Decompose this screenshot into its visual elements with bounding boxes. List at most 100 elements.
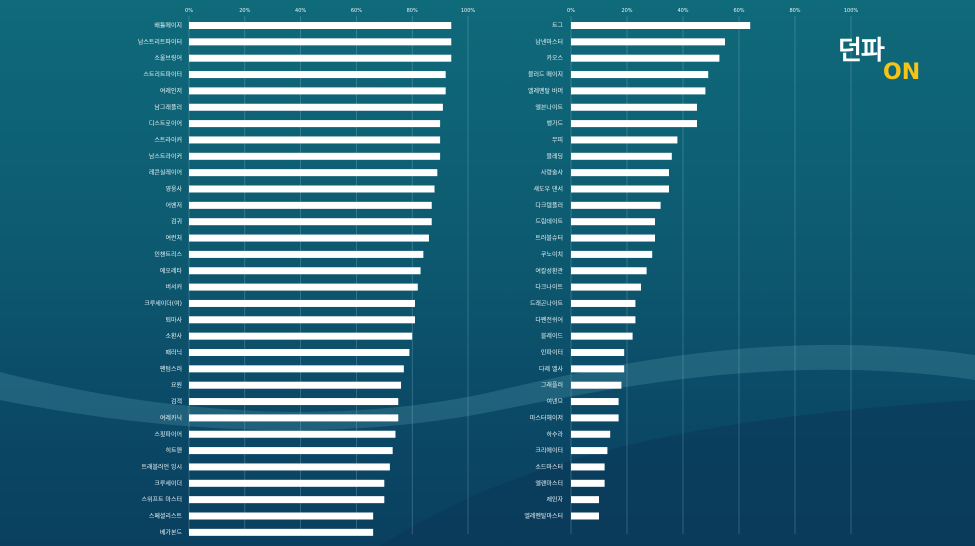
tick-label: 20%	[621, 8, 632, 14]
category-label: 남그래플러	[154, 103, 182, 111]
category-label: 쿠노이치	[541, 250, 563, 258]
bar	[189, 136, 441, 144]
bar	[189, 365, 404, 373]
category-label: 남스트라이커	[149, 152, 182, 160]
bar	[571, 87, 706, 95]
category-label: 베가본드	[160, 528, 183, 536]
bar	[189, 463, 390, 471]
category-label: 팬텀스러	[160, 365, 182, 373]
bar	[189, 185, 435, 193]
bar	[571, 22, 751, 29]
bar	[571, 201, 661, 209]
category-label: 카오스	[546, 54, 563, 62]
tick-label: 0%	[185, 8, 193, 14]
category-label: 어벤저	[165, 201, 182, 209]
bar	[571, 71, 709, 79]
bar	[571, 185, 669, 193]
bar	[571, 512, 599, 520]
bar	[571, 234, 655, 242]
category-label: 에오레타	[160, 267, 183, 275]
tick-label: 0%	[567, 8, 575, 14]
category-label: 배틀메이지	[154, 22, 182, 30]
bar	[189, 71, 446, 79]
bar	[189, 512, 374, 520]
danpa-on-logo: 던파 ON	[838, 30, 948, 90]
category-label: 검객	[171, 399, 182, 406]
category-label: 스핏파이어	[154, 430, 182, 438]
bar	[571, 381, 622, 389]
category-label: 히트맨	[165, 447, 182, 455]
category-label: 하수라	[546, 430, 563, 438]
category-label: 트러블슈터	[535, 234, 563, 242]
bar	[189, 250, 424, 258]
bar	[189, 496, 385, 504]
bar	[571, 430, 611, 438]
bar	[189, 152, 441, 160]
bar	[571, 316, 636, 324]
category-label: 크루세이더(여)	[144, 299, 182, 307]
tick-label: 40%	[677, 8, 688, 14]
category-label: 소드마스터	[535, 463, 563, 471]
bar	[189, 22, 452, 29]
bar	[571, 447, 608, 455]
category-label: 검귀	[171, 218, 182, 226]
bar	[571, 463, 605, 471]
bar	[189, 54, 452, 62]
category-label: 스위프트 마스터	[141, 496, 182, 504]
bar	[189, 528, 374, 536]
category-label: 제인자	[546, 496, 563, 504]
left-bar-chart: 0% 20% 40% 60% 80% 100% 배틀메이지남스트리트파이터소울브링어스트리트…	[138, 8, 476, 536]
category-label: 엘렌마스터	[535, 479, 563, 487]
bar	[571, 414, 619, 422]
category-label: 영웅사	[165, 185, 182, 193]
logo-text-korean: 던파	[838, 36, 885, 66]
category-label: 크루세이더	[154, 479, 182, 487]
category-label: 뱅가드	[546, 120, 563, 128]
category-label: 다크템플러	[535, 201, 563, 209]
category-label: 요원	[171, 381, 182, 389]
bar	[189, 87, 446, 95]
bar	[571, 136, 678, 144]
bar	[571, 169, 669, 177]
category-label: 마스터헤이저	[530, 414, 563, 422]
bar	[189, 479, 385, 487]
category-label: 여칼성환관	[535, 267, 563, 275]
bar	[189, 447, 393, 455]
category-label: 여넨므	[546, 398, 563, 406]
category-label: 스페셜리스트	[149, 512, 183, 520]
bar	[189, 201, 432, 209]
category-label: 패러닉	[165, 349, 182, 357]
bar	[571, 398, 619, 406]
category-label: 드래곤나이트	[530, 299, 564, 307]
category-label: 엘레멘탈마스터	[524, 512, 563, 520]
category-label: 엘레멘탈 바머	[528, 87, 563, 95]
category-label: 남넨마스터	[535, 38, 563, 46]
category-label: 블러드 메이지	[528, 71, 563, 79]
category-label: 트그	[552, 23, 564, 30]
bar	[189, 234, 429, 242]
category-label: 퇴마사	[165, 316, 182, 324]
bar	[571, 283, 641, 291]
category-label: 블레이드	[541, 332, 564, 340]
bar	[571, 299, 636, 307]
category-label: 인파이터	[541, 349, 563, 357]
category-label: 드림데이트	[535, 218, 563, 226]
category-label: 다펜전쉬어	[535, 316, 563, 324]
category-label: 블레딩	[546, 152, 563, 160]
tick-label: 20%	[239, 8, 250, 14]
bar	[189, 103, 443, 111]
category-label: 트래블러언 잉시	[141, 463, 182, 471]
tick-label: 60%	[733, 8, 744, 14]
category-label: 스트라이커	[154, 136, 182, 144]
bar	[189, 316, 415, 324]
bar	[189, 299, 415, 307]
category-label: 무피	[552, 136, 563, 144]
bar	[189, 283, 418, 291]
bar	[571, 496, 599, 504]
category-label: 다제 엘사	[539, 365, 563, 373]
bar	[571, 332, 633, 340]
bar	[189, 169, 438, 177]
tick-label: 100%	[844, 8, 859, 14]
category-label: 여레카닉	[160, 414, 182, 422]
